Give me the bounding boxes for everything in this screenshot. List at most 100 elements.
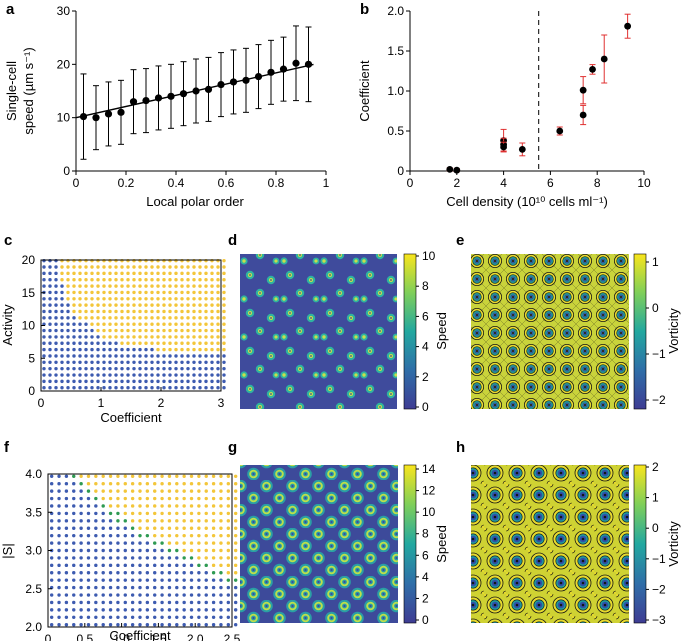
c-phase-dot — [90, 271, 94, 276]
f-phase-dot — [189, 519, 194, 523]
f-phase-dot — [130, 526, 135, 530]
c-phase-dot — [144, 322, 148, 326]
f-phase-dot — [167, 526, 172, 530]
panel-label-b: b — [360, 1, 369, 18]
f-y-label: |S| — [0, 543, 15, 558]
f-phase-dot — [86, 600, 91, 605]
c-phase-dot — [54, 341, 58, 345]
f-phase-dot — [72, 489, 76, 493]
f-phase-dot — [86, 519, 91, 523]
f-phase-dot — [226, 563, 231, 568]
f-x-tick-label: 1.5 — [150, 632, 167, 641]
c-phase-dot — [54, 290, 58, 295]
c-phase-dot — [108, 265, 112, 269]
c-phase-dot — [204, 373, 208, 377]
c-phase-dot — [66, 297, 70, 301]
f-phase-dot — [79, 578, 83, 582]
c-phase-dot — [96, 360, 100, 365]
c-phase-dot — [222, 366, 226, 371]
c-phase-dot — [84, 379, 88, 384]
f-phase-dot — [189, 600, 194, 605]
c-phase-dot — [72, 258, 76, 263]
f-phase-dot — [57, 571, 61, 575]
f-phase-dot — [72, 578, 76, 582]
f-phase-dot — [79, 548, 83, 553]
f-phase-dot — [226, 533, 231, 538]
c-phase-dot — [102, 341, 106, 345]
f-phase-dot — [211, 623, 216, 627]
c-phase-dot — [132, 316, 136, 320]
f-phase-dot — [49, 615, 54, 619]
f-phase-dot — [160, 556, 164, 560]
f-phase-dot — [94, 608, 98, 612]
f-phase-dot — [79, 541, 83, 545]
b-data-point — [518, 146, 526, 153]
f-phase-dot — [49, 526, 54, 530]
c-phase-dot — [180, 347, 184, 352]
f-phase-dot — [226, 511, 231, 516]
c-phase-dot — [150, 258, 154, 263]
c-phase-dot — [72, 347, 76, 352]
e-colorbar-tick-label: 0 — [652, 301, 659, 315]
f-phase-dot — [138, 600, 142, 605]
f-x-tick-label: 0 — [45, 632, 52, 641]
c-phase-dot — [78, 265, 82, 269]
c-phase-dot — [186, 297, 190, 301]
f-phase-dot — [138, 519, 142, 523]
c-phase-dot — [174, 297, 178, 301]
f-phase-dot — [219, 533, 223, 538]
c-phase-dot — [96, 328, 100, 333]
f-phase-dot — [101, 489, 105, 493]
a-x-tick-label: 0.6 — [218, 176, 235, 190]
f-phase-dot — [116, 578, 120, 582]
c-phase-dot — [84, 297, 88, 301]
f-phase-dot — [123, 556, 127, 560]
f-phase-dot — [123, 571, 127, 575]
c-phase-dot — [150, 341, 154, 345]
c-phase-dot — [138, 258, 142, 263]
f-phase-dot — [189, 541, 194, 545]
f-phase-dot — [138, 489, 142, 493]
c-phase-dot — [186, 335, 190, 339]
c-phase-dot — [96, 354, 100, 358]
c-phase-dot — [144, 335, 148, 339]
c-phase-dot — [156, 278, 160, 282]
c-phase-dot — [126, 278, 130, 282]
f-phase-dot — [233, 585, 238, 590]
f-phase-dot — [153, 563, 157, 568]
f-phase-dot — [49, 489, 54, 493]
f-phase-dot — [226, 556, 231, 560]
c-phase-dot — [210, 297, 214, 301]
c-phase-dot — [114, 335, 118, 339]
c-phase-dot — [90, 303, 94, 307]
f-phase-dot — [197, 600, 201, 605]
f-phase-dot — [182, 541, 186, 545]
f-phase-dot — [72, 608, 76, 612]
f-phase-dot — [182, 563, 186, 568]
c-phase-dot — [66, 354, 70, 358]
c-phase-dot — [120, 278, 124, 282]
b-data-point — [624, 22, 632, 30]
e-vorticity-map — [471, 254, 629, 409]
f-phase-dot — [72, 623, 76, 627]
c-phase-dot — [162, 278, 166, 282]
c-phase-dot — [168, 347, 172, 352]
c-phase-dot — [144, 309, 148, 314]
c-phase-dot — [168, 278, 172, 282]
c-phase-dot — [204, 341, 208, 345]
c-phase-dot — [204, 303, 208, 307]
f-phase-dot — [204, 571, 208, 575]
c-phase-dot — [180, 366, 184, 371]
f-phase-dot — [49, 519, 54, 523]
c-phase-dot — [108, 278, 112, 282]
f-phase-dot — [226, 489, 231, 493]
f-phase-dot — [49, 571, 54, 575]
f-phase-dot — [182, 482, 186, 486]
f-phase-dot — [101, 556, 105, 560]
f-phase-dot — [189, 482, 194, 486]
panel-label-a: a — [6, 1, 15, 18]
c-phase-dot — [42, 328, 46, 333]
f-phase-dot — [101, 533, 105, 538]
f-phase-dot — [175, 548, 179, 553]
f-phase-dot — [116, 608, 120, 612]
